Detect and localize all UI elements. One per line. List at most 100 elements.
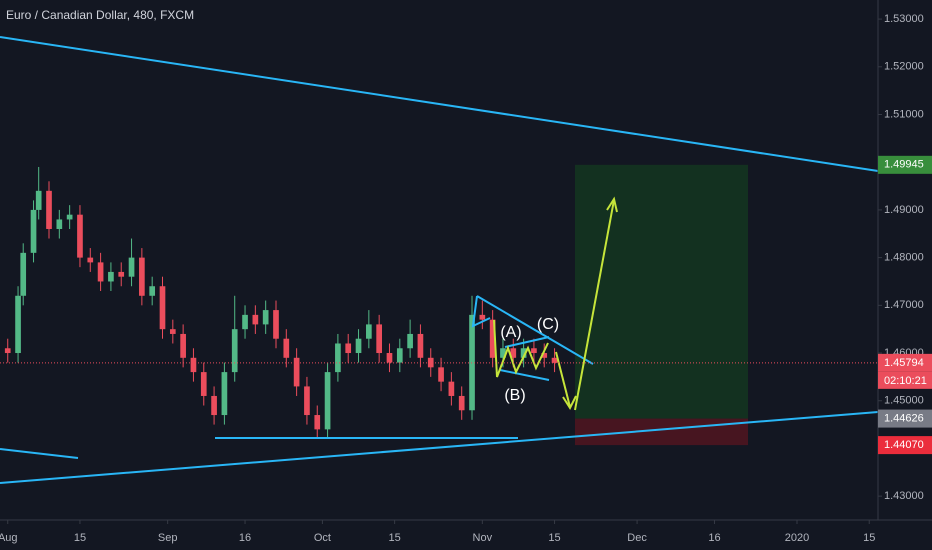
candle-body	[510, 348, 517, 358]
candle-body	[118, 271, 125, 277]
x-tick-label: 16	[239, 532, 251, 544]
y-tick-label: 1.43000	[884, 490, 924, 502]
candle-body	[30, 209, 37, 253]
candle-body	[159, 286, 166, 330]
candle-body	[231, 329, 238, 373]
wave-label: (A)	[500, 324, 521, 341]
stop-box	[878, 436, 932, 455]
candle-body	[128, 257, 135, 277]
candle-body	[87, 257, 94, 263]
candle-body	[479, 314, 486, 320]
candle-body	[314, 415, 321, 430]
x-tick-label: 15	[74, 532, 86, 544]
candle-body	[56, 219, 63, 229]
trend-line	[0, 411, 879, 484]
wave-path	[493, 319, 549, 378]
candle-body	[252, 314, 259, 325]
arrow-head	[606, 196, 618, 213]
x-tick-label: 15	[389, 532, 401, 544]
y-tick-label: 1.48000	[884, 252, 924, 264]
candle-body	[4, 348, 11, 354]
y-tick-label: 1.51000	[884, 108, 924, 120]
candle-body	[469, 314, 475, 411]
arrow-up	[574, 199, 615, 411]
candle-body	[427, 357, 434, 368]
candle-body	[283, 338, 290, 358]
wave-label: (B)	[504, 387, 525, 404]
candle-body	[35, 190, 42, 210]
candle-body	[169, 329, 176, 334]
trend-line	[0, 448, 79, 459]
candle-body	[262, 310, 269, 325]
y-tick-label: 1.47000	[884, 299, 924, 311]
candle-body	[448, 381, 455, 396]
candle-body	[386, 353, 393, 363]
countdown-box	[878, 371, 932, 389]
wave-label: (C)	[537, 316, 559, 333]
stop-label: 1.44070	[884, 439, 924, 451]
y-tick-label: 1.49000	[884, 204, 924, 216]
x-tick-label: Dec	[627, 532, 647, 544]
y-tick-label: 1.53000	[884, 13, 924, 25]
candle-body	[531, 348, 537, 354]
candle-body	[438, 367, 444, 382]
x-tick-label: 15	[863, 532, 875, 544]
countdown: 02:10:21	[884, 375, 927, 387]
candle-body	[77, 214, 83, 258]
candle-body	[200, 372, 207, 396]
candle-body	[139, 257, 145, 296]
arrow-down	[555, 351, 571, 408]
candle-body	[355, 338, 362, 354]
candle-body	[335, 343, 341, 373]
candle-body	[293, 357, 300, 387]
chart-title: Euro / Canadian Dollar, 480, FXCM	[6, 8, 194, 22]
candle-body	[15, 295, 21, 354]
x-tick-label: Aug	[0, 532, 18, 544]
candle-body	[489, 319, 496, 358]
arrow-head	[562, 395, 577, 411]
candle-body	[149, 286, 156, 296]
arrows	[493, 196, 618, 411]
candle-body	[97, 262, 104, 282]
triangle-line	[499, 369, 550, 381]
candles-layer	[4, 166, 558, 439]
x-tick-label: 15	[548, 532, 560, 544]
candle-body	[407, 333, 413, 349]
candle-body	[500, 348, 506, 358]
candle-body	[304, 386, 310, 416]
candle-body	[324, 372, 331, 430]
candle-body	[396, 348, 403, 363]
candle-body	[541, 353, 548, 358]
candle-body	[242, 314, 248, 330]
target-box	[878, 155, 932, 174]
x-tick-label: Oct	[314, 532, 331, 544]
candle-body	[66, 214, 73, 220]
x-tick-label: Nov	[473, 532, 493, 544]
candle-body	[20, 252, 27, 296]
x-tick-label: Sep	[158, 532, 178, 544]
candle-body	[417, 333, 424, 358]
candle-body	[46, 190, 52, 229]
candle-body	[190, 357, 197, 373]
candle-body	[211, 395, 217, 416]
target-label: 1.49945	[884, 159, 924, 171]
candle-body	[376, 324, 382, 354]
triangle-line	[504, 336, 550, 348]
loss-zone	[575, 418, 748, 446]
position-layer	[575, 164, 748, 446]
candle-body	[458, 395, 465, 411]
candle-body	[551, 357, 558, 363]
drawings	[0, 36, 879, 484]
x-tick-label: 16	[708, 532, 720, 544]
entry-label: 1.44626	[884, 412, 924, 424]
y-tick-label: 1.52000	[884, 61, 924, 73]
current-price-box	[878, 353, 932, 372]
y-tick-label: 1.45000	[884, 395, 924, 407]
triangle-line	[476, 295, 594, 365]
candle-body	[221, 372, 228, 416]
candle-body	[273, 310, 279, 339]
candle-body	[520, 348, 527, 358]
candle-body	[108, 271, 114, 282]
